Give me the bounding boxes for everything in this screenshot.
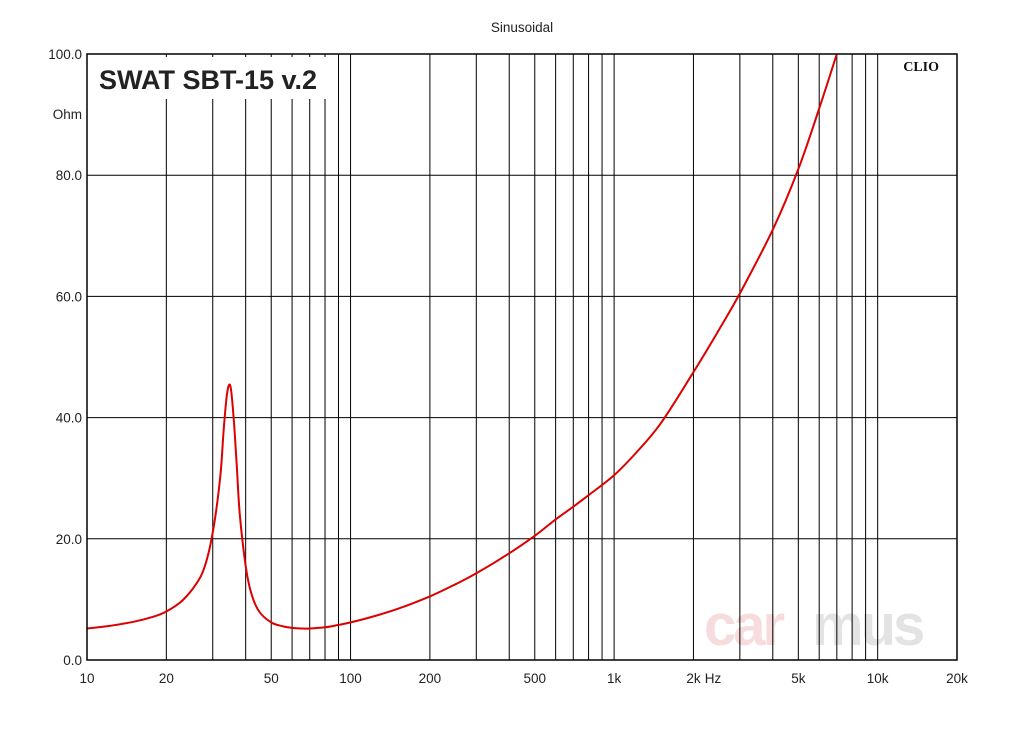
x-tick-label: 10 — [79, 671, 94, 686]
y-tick-label: 40.0 — [56, 411, 82, 426]
x-tick-label: 20k — [946, 671, 968, 686]
y-tick-label: 0.0 — [63, 653, 82, 668]
x-tick-label: 1k — [607, 671, 622, 686]
x-tick-label: 500 — [524, 671, 547, 686]
x-tick-label: 50 — [264, 671, 279, 686]
x-tick-label: 200 — [419, 671, 442, 686]
y-axis-label: Ohm — [53, 107, 82, 122]
x-tick-label: 5k — [791, 671, 806, 686]
x-tick-labels: 10 20 50 100 200 500 1k 2k 5k 10k 20k — [79, 671, 968, 686]
y-tick-labels: 0.0 20.0 40.0 60.0 80.0 100.0 — [48, 47, 82, 668]
x-unit-label: Hz — [705, 671, 722, 686]
y-tick-label: 100.0 — [48, 47, 82, 62]
y-tick-label: 80.0 — [56, 168, 82, 183]
watermark-mus: mus — [812, 593, 923, 658]
watermark: car mus — [704, 593, 926, 658]
y-tick-label: 60.0 — [56, 289, 82, 304]
product-label: SWAT SBT-15 v.2 — [99, 65, 317, 95]
x-tick-label: 2k — [686, 671, 701, 686]
y-tick-label: 20.0 — [56, 532, 82, 547]
product-label-background — [92, 57, 338, 99]
x-tick-label: 10k — [867, 671, 889, 686]
watermark-car: car — [704, 593, 785, 658]
x-tick-label: 100 — [339, 671, 362, 686]
x-tick-label: 20 — [159, 671, 174, 686]
clio-brand-mark: CLIO — [903, 60, 939, 75]
impedance-curve-layer — [86, 53, 838, 630]
plot-frame — [86, 53, 958, 661]
impedance-curve — [86, 53, 838, 630]
chart-title: Sinusoidal — [491, 20, 553, 35]
grid — [86, 53, 958, 661]
